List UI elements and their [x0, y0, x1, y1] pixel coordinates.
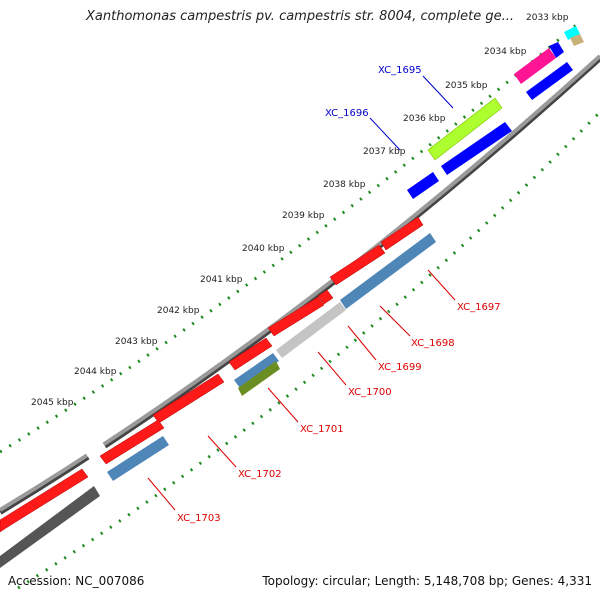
gene-label[interactable]: XC_1701 — [300, 424, 344, 435]
gene-label-leaders — [147, 75, 456, 511]
gene-label-leader — [317, 351, 347, 386]
gene-feature[interactable] — [267, 296, 325, 337]
gene-label-leader — [427, 269, 456, 301]
scale-label: 2037 kbp — [363, 147, 406, 157]
scale-label: 2036 kbp — [403, 114, 446, 124]
gene-feature[interactable] — [570, 34, 584, 46]
gene-feature[interactable] — [152, 373, 225, 424]
gene-label[interactable]: XC_1698 — [411, 338, 455, 349]
gene-feature[interactable] — [276, 302, 346, 358]
outer-tick-ring — [0, 18, 583, 454]
gene-labels: XC_1695 XC_1696 XC_1697 XC_1698 XC_1699 XC_17… — [177, 65, 501, 524]
scale-label: 2033 kbp — [526, 13, 569, 23]
scale-label: 2042 kbp — [157, 306, 200, 316]
genome-summary: Topology: circular; Length: 5,148,708 bp… — [262, 574, 592, 588]
gene-feature[interactable] — [329, 244, 386, 286]
scale-label: 2045 kbp — [31, 398, 74, 408]
gene-label[interactable]: XC_1703 — [177, 513, 221, 524]
forward-strand-features — [0, 26, 584, 533]
gene-label[interactable]: XC_1695 — [378, 65, 422, 76]
reverse-strand-features — [0, 233, 436, 568]
gene-label[interactable]: XC_1702 — [238, 469, 282, 480]
map-title: Xanthomonas campestris pv. campestris st… — [86, 9, 514, 24]
gene-feature[interactable] — [526, 62, 573, 100]
gene-feature[interactable] — [0, 486, 100, 568]
scale-label: 2034 kbp — [484, 47, 527, 57]
gene-feature[interactable] — [228, 337, 273, 371]
gene-feature[interactable] — [317, 289, 334, 305]
gene-label-leader — [347, 325, 377, 361]
gene-label-leader — [379, 305, 411, 337]
gene-feature[interactable] — [407, 172, 439, 199]
scale-label: 2041 kbp — [200, 275, 243, 285]
gene-feature[interactable] — [514, 48, 556, 84]
gene-feature[interactable] — [340, 233, 436, 309]
scale-label: 2040 kbp — [242, 244, 285, 254]
scale-label: 2039 kbp — [282, 211, 325, 221]
inner-tick-ring — [17, 110, 600, 590]
gene-label-leader — [422, 75, 454, 109]
gene-label[interactable]: XC_1699 — [378, 362, 422, 373]
backbone — [0, 54, 600, 512]
gene-feature[interactable] — [427, 97, 503, 161]
gene-label-leader — [147, 477, 176, 511]
gene-feature[interactable] — [549, 42, 564, 58]
gene-label[interactable]: XC_1696 — [325, 108, 369, 119]
gene-label-leader — [369, 117, 401, 151]
gene-label-leader — [267, 387, 299, 423]
gene-label[interactable]: XC_1700 — [348, 387, 392, 398]
gene-feature[interactable] — [234, 353, 279, 388]
backbone-shadow — [0, 55, 600, 515]
gene-feature[interactable] — [0, 468, 89, 533]
gene-label[interactable]: XC_1697 — [457, 302, 501, 313]
scale-label: 2035 kbp — [445, 81, 488, 91]
scale-label: 2044 kbp — [74, 367, 117, 377]
gene-feature[interactable] — [99, 419, 165, 465]
gene-feature[interactable] — [107, 436, 169, 481]
gene-feature[interactable] — [564, 26, 580, 40]
gene-feature[interactable] — [238, 361, 280, 396]
accession-text: Accession: NC_007086 — [8, 574, 145, 588]
gene-label-leader — [207, 435, 237, 468]
scale-labels: 2033 kbp 2034 kbp 2035 kbp 2036 kbp 2037 kbp… — [31, 13, 569, 408]
gene-feature[interactable] — [441, 122, 512, 175]
gene-feature[interactable] — [380, 216, 424, 251]
scale-label: 2038 kbp — [323, 180, 366, 190]
scale-label: 2043 kbp — [115, 337, 158, 347]
